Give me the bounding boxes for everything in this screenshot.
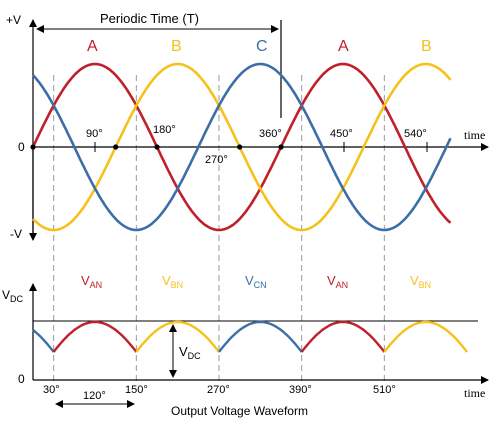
peak-label-vbn: VBN — [410, 273, 431, 290]
lower-x-axis-label: time — [464, 386, 485, 400]
upper-y-zero-label: 0 — [18, 140, 25, 154]
upper-y-top-label: +V — [6, 13, 21, 27]
phase-label-c: C — [256, 38, 268, 55]
angle-tick-30: 30° — [43, 384, 60, 396]
phase-c-waveform — [32, 62, 452, 232]
output-caption: Output Voltage Waveform — [171, 404, 308, 418]
angle-tick-540: 540° — [404, 128, 427, 140]
zero-crossing-dot — [237, 144, 243, 150]
upper-plot: +V 0 -V time Periodic Time (T) A B C A B… — [6, 11, 489, 241]
zero-crossing-dot — [113, 144, 119, 150]
period-label: Periodic Time (T) — [100, 11, 199, 26]
phase-a-waveform — [31, 62, 452, 232]
dashed-guide-lines — [53, 75, 385, 382]
angle-tick-390: 390° — [289, 384, 312, 396]
rectified-output-segment — [383, 320, 468, 353]
angle-tick-270: 270° — [207, 384, 230, 396]
lower-plot: VDC 0 time VAN VBN VCN VAN VBN VDC 30° 1… — [2, 273, 489, 418]
span-120-label: 120° — [83, 390, 106, 402]
angle-tick-270: 270° — [205, 154, 228, 166]
upper-y-bottom-label: -V — [10, 227, 22, 241]
phase-b-waveform — [32, 62, 452, 232]
rectified-output-segment — [32, 329, 55, 353]
angle-tick-150: 150° — [125, 384, 148, 396]
phase-label-b: B — [171, 38, 182, 55]
phase-label-a: A — [338, 38, 349, 55]
lower-y-top-label: VDC — [2, 288, 24, 304]
zero-crossing-dots — [30, 144, 284, 150]
angle-tick-180: 180° — [153, 124, 176, 136]
angle-tick-90: 90° — [86, 128, 103, 140]
rectified-output-segment — [300, 320, 386, 353]
phase-label-a: A — [87, 38, 98, 55]
upper-angle-ticks: 90° 180° 270° 360° 450° 540° — [86, 124, 428, 166]
rectified-output-segment — [135, 320, 220, 353]
angle-tick-360: 360° — [259, 128, 282, 140]
peak-label-van: VAN — [327, 273, 348, 290]
peak-label-vcn: VCN — [245, 273, 267, 290]
peak-label-vbn: VBN — [162, 273, 183, 290]
vdc-label: VDC — [179, 344, 201, 361]
zero-crossing-dot — [154, 144, 160, 150]
angle-tick-450: 450° — [330, 128, 353, 140]
rectified-output-segment — [52, 320, 138, 353]
rectified-output-segment — [218, 320, 303, 353]
zero-crossing-dot — [278, 144, 284, 150]
phase-label-b: B — [421, 38, 432, 55]
upper-x-axis-label: time — [464, 128, 485, 142]
angle-tick-510: 510° — [373, 384, 396, 396]
lower-y-zero-label: 0 — [18, 372, 25, 386]
peak-label-van: VAN — [81, 273, 102, 290]
zero-crossing-dot — [30, 144, 36, 150]
